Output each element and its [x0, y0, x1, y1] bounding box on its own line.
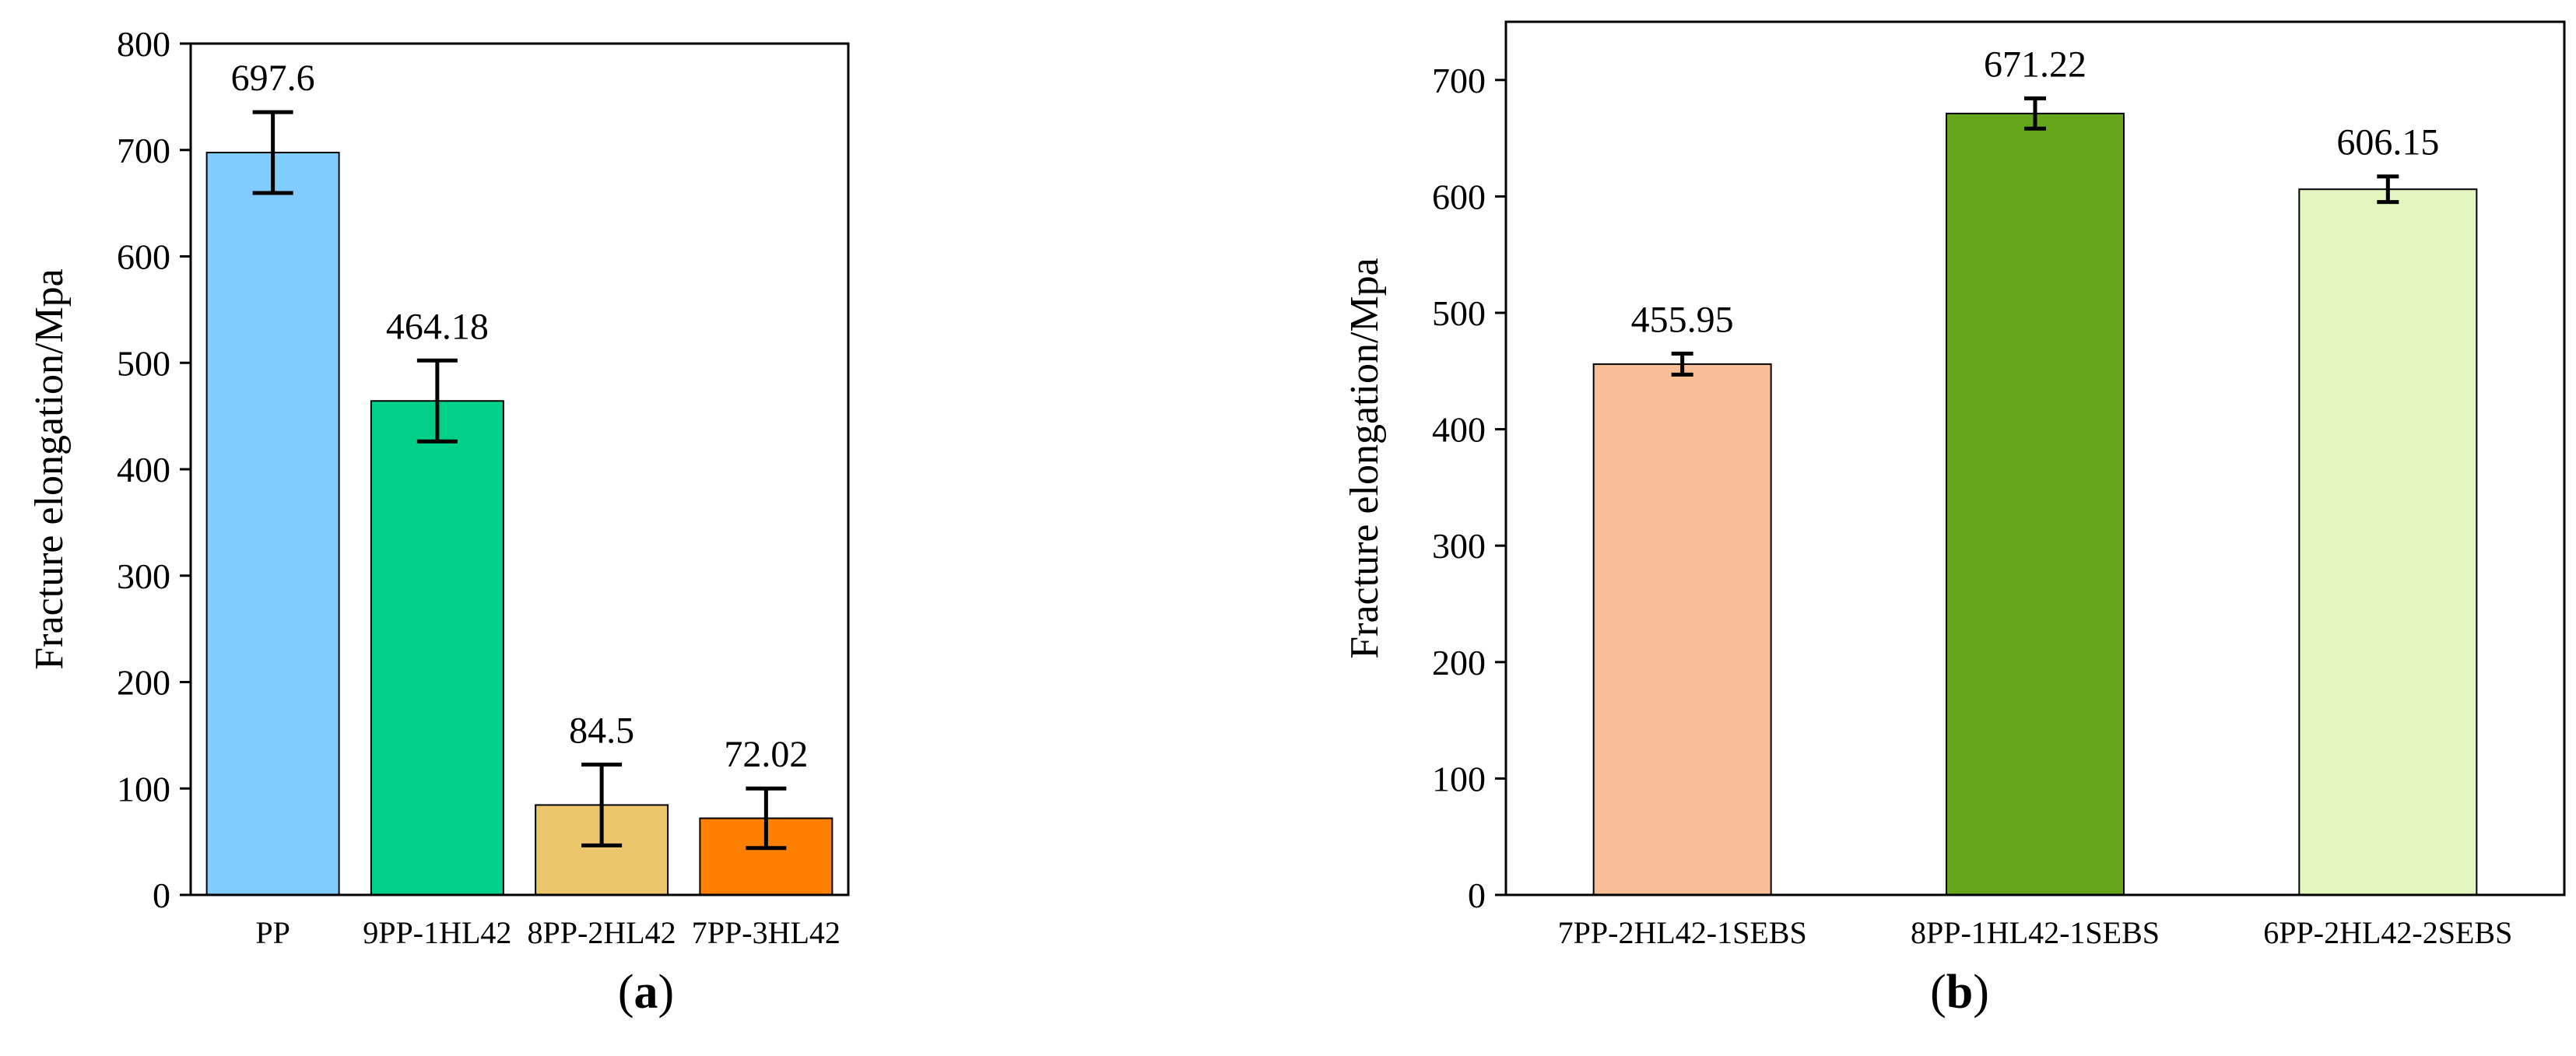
error-bar-PP: [252, 110, 293, 195]
x-tick-label: 7PP-2HL42-1SEBS: [1558, 915, 1807, 950]
y-tick-label: 400: [1432, 410, 1486, 450]
bar-PP: [205, 152, 340, 896]
y-tick-label: 400: [117, 450, 170, 489]
value-label: 455.95: [1631, 299, 1734, 340]
x-tick-label: 6PP-2HL42-2SEBS: [2263, 915, 2512, 950]
value-label: 84.5: [569, 710, 634, 751]
y-tick-label: 600: [1432, 177, 1486, 216]
y-tick-label: 500: [117, 343, 170, 383]
bar-9PP-1HL42: [370, 400, 504, 896]
y-tick-label: 800: [117, 24, 170, 64]
y-axis-label: Fracture elongation/Mpa: [1342, 258, 1387, 659]
value-label: 606.15: [2336, 122, 2439, 163]
plot-frame: [1504, 20, 2566, 896]
y-tick-label: 100: [117, 769, 170, 809]
value-label: 697.6: [231, 58, 315, 99]
value-label: 464.18: [386, 306, 489, 347]
y-tick-label: 200: [117, 663, 170, 703]
y-tick-label: 700: [1432, 61, 1486, 100]
y-tick-label: 500: [1432, 293, 1486, 333]
y-tick-label: 0: [153, 875, 170, 915]
error-bar-8PP-2HL42: [581, 762, 623, 847]
value-label: 671.22: [1984, 44, 2086, 85]
x-tick-label: 7PP-3HL42: [692, 915, 841, 950]
panel-label: (a): [618, 966, 674, 1019]
error-bar-7PP-3HL42: [746, 786, 787, 851]
bar-7PP-2HL42-1SEBS: [1592, 363, 1772, 896]
error-bar-6PP-2HL42-2SEBS: [2377, 174, 2399, 205]
y-tick-label: 300: [1432, 526, 1486, 566]
x-tick-label: PP: [255, 915, 290, 950]
bar-8PP-1HL42-1SEBS: [1946, 112, 2125, 896]
y-tick-label: 100: [1432, 759, 1486, 798]
bar-6PP-2HL42-2SEBS: [2298, 188, 2478, 896]
error-bar-8PP-1HL42-1SEBS: [2024, 96, 2046, 131]
x-tick-label: 8PP-2HL42: [528, 915, 676, 950]
chart-panel-b: 0 100 200 300 400 500 600 700 455.95 7PP-2HL42-1S…: [1342, 20, 2566, 1019]
x-tick-label: 9PP-1HL42: [363, 915, 511, 950]
y-tick-label: 700: [117, 131, 170, 170]
plot-frame: [189, 42, 850, 896]
y-tick-label: 200: [1432, 643, 1486, 682]
error-bar-7PP-2HL42-1SEBS: [1671, 351, 1693, 377]
y-tick-label: 0: [1468, 875, 1486, 915]
y-axis-label: Fracture elongation/Mpa: [27, 268, 72, 670]
value-label: 72.02: [724, 734, 808, 775]
chart-panel-a: 0 100 200 300 400 500 600 700 800 697.6 PP 464.18 9P…: [27, 24, 850, 1019]
panel-label: (b): [1930, 966, 1989, 1019]
error-bar-9PP-1HL42: [416, 358, 458, 444]
y-tick-label: 600: [117, 237, 170, 277]
y-tick-label: 300: [117, 556, 170, 596]
x-tick-label: 8PP-1HL42-1SEBS: [1911, 915, 2160, 950]
